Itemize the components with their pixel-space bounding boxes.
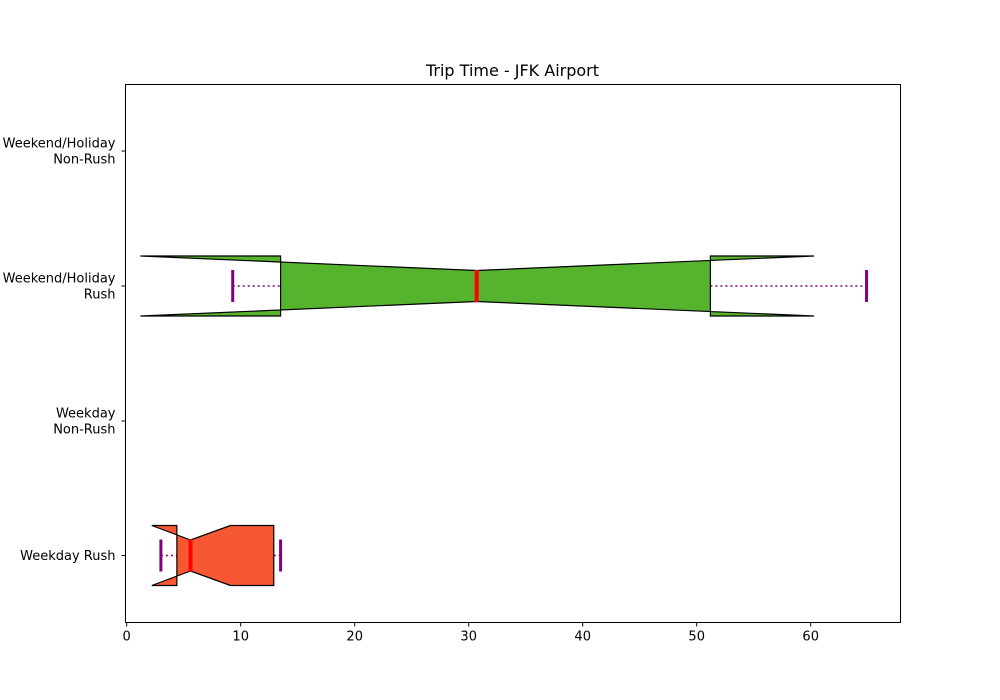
x-tick-label: 60 [802,630,819,645]
x-tick-label: 20 [346,630,363,645]
x-tick-label: 30 [460,630,477,645]
chart-title: Trip Time - JFK Airport [425,61,599,80]
x-tick-label: 10 [232,630,249,645]
y-tick-label: Weekend/Holiday Non-Rush [3,137,116,168]
y-axis: Weekday Rush Weekday Non-Rush Weekend/Holid… [3,137,126,564]
y-tick-label: Weekend/Holiday Rush [3,272,116,303]
x-tick-label: 50 [688,630,705,645]
boxes-layer [140,255,869,587]
x-tick-label: 40 [574,630,591,645]
notched-box [151,524,275,587]
y-tick-label: Weekday Rush [20,549,115,564]
y-tick-label: Weekday Non-Rush [53,407,116,438]
x-axis: 0 10 20 30 40 50 60 [123,622,819,645]
x-tick-label: 0 [123,630,131,645]
plot-area-frame [125,84,901,623]
